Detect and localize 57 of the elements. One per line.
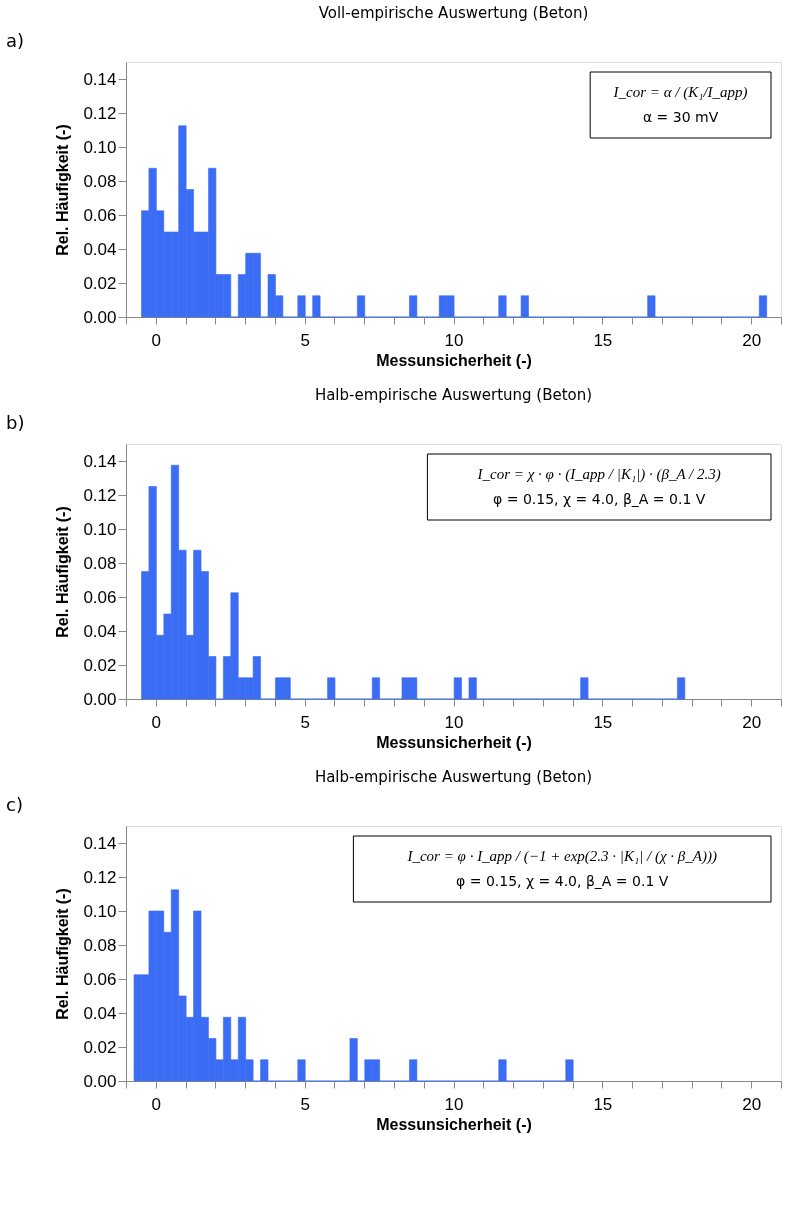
x-tick-label: 5 — [300, 330, 310, 350]
chart-title: Voll-empirische Auswertung (Beton) — [318, 4, 589, 22]
y-tick-label: 0.12 — [83, 103, 117, 123]
y-tick-label: 0.14 — [83, 69, 117, 89]
chart-title: Halb-empirische Auswertung (Beton) — [314, 386, 593, 404]
y-tick-label: 0.08 — [83, 171, 117, 191]
y-tick-label: 0.08 — [83, 935, 117, 955]
y-tick-label: 0.06 — [83, 205, 117, 225]
y-tick-label: 0.02 — [83, 273, 117, 293]
x-tick-label: 5 — [300, 1094, 310, 1114]
y-tick-label: 0.10 — [83, 519, 117, 539]
x-tick-label: 0 — [151, 1094, 162, 1114]
y-tick-label: 0.06 — [83, 587, 117, 607]
y-axis-title: Rel. Häufigkeit (-) — [54, 124, 72, 256]
y-tick-label: 0.12 — [83, 867, 117, 887]
annotation: φ = 0.15, χ = 4.0, β_A = 0.1 V — [456, 873, 669, 889]
annotation: I_cor = φ · I_app / (−1 + exp(2.3 · |K₁| / (χ · β_A))) — [406, 848, 717, 865]
x-tick-label: 15 — [593, 712, 613, 732]
x-axis-title: Messunsicherheit (-) — [376, 351, 532, 369]
y-tick-label: 0.04 — [83, 1003, 117, 1023]
x-tick-label: 0 — [151, 330, 162, 350]
y-tick-label: 0.00 — [83, 1071, 117, 1091]
y-tick-label: 0.10 — [83, 901, 117, 921]
x-axis-title: Messunsicherheit (-) — [376, 1115, 532, 1133]
y-tick-label: 0.12 — [83, 485, 117, 505]
y-tick-label: 0.14 — [83, 451, 117, 471]
x-tick-label: 10 — [444, 1094, 464, 1114]
y-tick-label: 0.04 — [83, 239, 117, 259]
text: b) — [6, 412, 25, 433]
y-tick-label: 0.04 — [83, 621, 117, 641]
y-tick-label: 0.02 — [83, 1037, 117, 1057]
x-axis-title: Messunsicherheit (-) — [376, 733, 532, 751]
y-tick-label: 0.06 — [83, 969, 117, 989]
x-tick-label: 0 — [151, 712, 162, 732]
x-tick-label: 10 — [444, 712, 464, 732]
y-tick-label: 0.00 — [83, 689, 117, 709]
y-axis-title: Rel. Häufigkeit (-) — [54, 888, 72, 1020]
y-tick-label: 0.00 — [83, 307, 117, 327]
x-tick-label: 15 — [593, 1094, 613, 1114]
text: a) — [6, 30, 25, 51]
annotation: I_cor = α / (K₁/I_app) — [612, 84, 748, 101]
y-axis-title: Rel. Häufigkeit (-) — [54, 506, 72, 638]
y-tick-label: 0.08 — [83, 553, 117, 573]
y-tick-label: 0.14 — [83, 833, 117, 853]
x-tick-label: 20 — [742, 1094, 762, 1114]
chart-title: Halb-empirische Auswertung (Beton) — [314, 768, 593, 786]
annotation: I_cor = χ · φ · (I_app / |K₁|) · (β_A / 2.3) — [476, 466, 721, 483]
y-tick-label: 0.10 — [83, 137, 117, 157]
x-tick-label: 5 — [300, 712, 310, 732]
x-tick-label: 15 — [593, 330, 613, 350]
text: c) — [6, 794, 23, 815]
x-tick-label: 10 — [444, 330, 464, 350]
x-tick-label: 20 — [742, 330, 762, 350]
annotation: α = 30 mV — [642, 109, 719, 125]
x-tick-label: 20 — [742, 712, 762, 732]
y-tick-label: 0.02 — [83, 655, 117, 675]
annotation: φ = 0.15, χ = 4.0, β_A = 0.1 V — [493, 491, 706, 507]
